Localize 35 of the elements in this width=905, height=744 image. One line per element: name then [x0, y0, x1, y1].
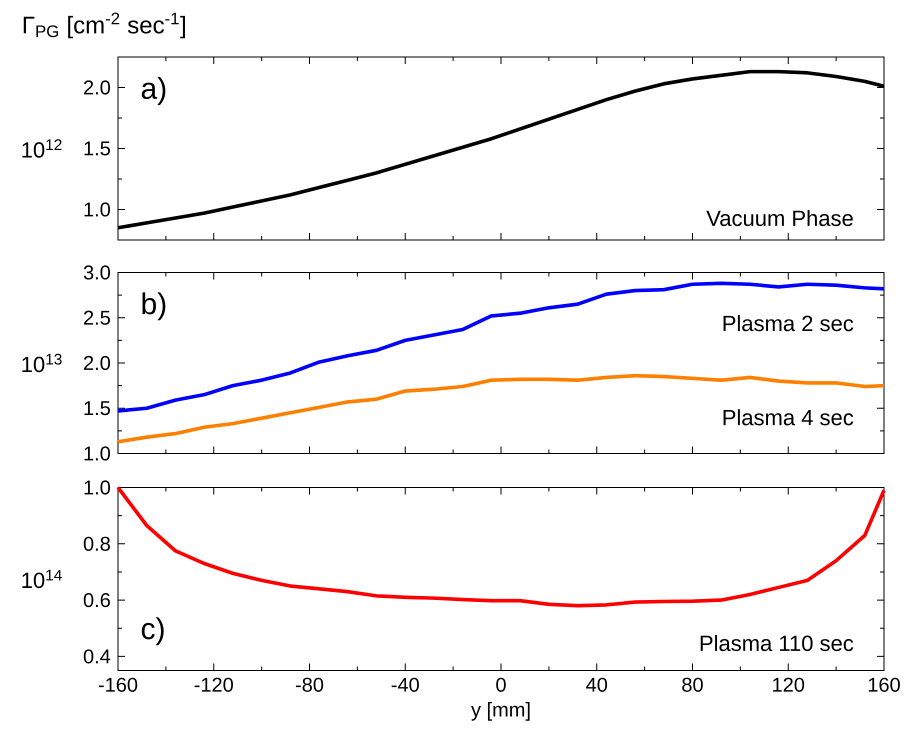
x-tick-label: -40: [392, 678, 419, 692]
x-tick-label: 0: [496, 678, 506, 692]
y-tick-label: 1.0: [84, 446, 110, 461]
x-tick-label: -120: [194, 678, 233, 692]
y-axis-title: 10$^{12}$: [22, 139, 62, 158]
x-axis-title: y [mm]: [471, 702, 530, 721]
y-axis-title: 10$^{14}$: [22, 570, 62, 588]
legend-label: Vacuum Phase: [706, 210, 853, 226]
annotation: a): [142, 77, 166, 105]
y-tick-label: 2.0: [84, 80, 110, 95]
y-tick-label: 1.5: [84, 142, 110, 156]
annotation: b): [142, 292, 166, 320]
y-tick-label: 2.5: [84, 310, 110, 325]
annotation: c): [142, 617, 164, 646]
y-axis-title: 10$^{13}$: [22, 354, 62, 372]
line-series: [116, 374, 886, 444]
line-series: [116, 486, 886, 608]
x-tick-label: 40: [586, 678, 608, 692]
series-label: Plasma 4 sec: [724, 409, 854, 426]
x-tick-label: 120: [773, 678, 804, 692]
x-tick-label: -160: [98, 678, 138, 692]
y-tick-label: 0.4: [84, 649, 110, 664]
series-label: Plasma 2 sec: [724, 315, 854, 332]
series-label: Plasma 110 sec: [700, 634, 854, 652]
chart-title: Γ$_{PG}$ [cm$^{-2}$ sec$^{-1}$]: [24, 12, 185, 38]
y-tick-label: 2.0: [84, 356, 110, 370]
x-tick-label: 80: [682, 678, 703, 692]
y-tick-label: 3.0: [84, 265, 110, 280]
y-tick-label: 0.6: [84, 593, 110, 608]
y-tick-label: 0.8: [84, 536, 110, 551]
y-tick-label: 1.0: [84, 202, 110, 217]
x-tick-label: -80: [296, 678, 324, 692]
x-tick-label: 160: [868, 678, 900, 692]
y-tick-label: 1.0: [84, 480, 110, 495]
y-tick-label: 1.5: [84, 401, 110, 416]
